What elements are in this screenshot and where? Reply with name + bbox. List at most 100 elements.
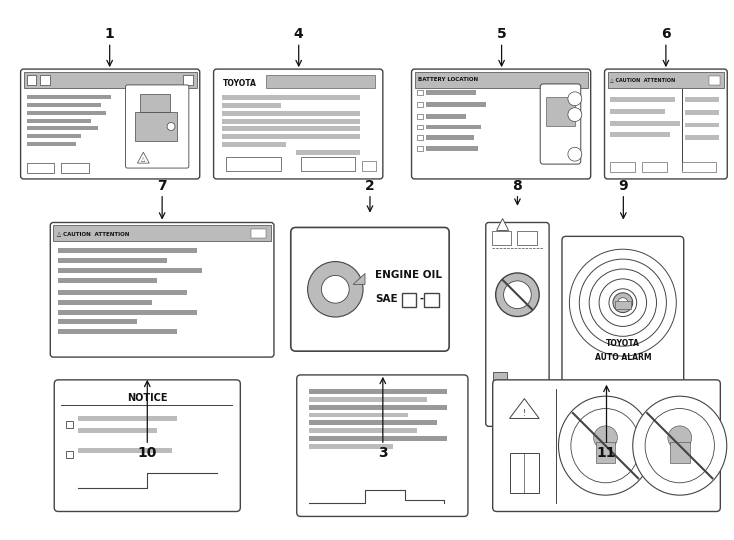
Bar: [418, 90, 424, 95]
Text: ENGINE OIL: ENGINE OIL: [375, 271, 442, 280]
FancyBboxPatch shape: [562, 237, 683, 393]
Text: SAE: SAE: [375, 294, 398, 304]
Bar: [26, 143, 76, 146]
Text: 4: 4: [294, 28, 304, 42]
Text: 6: 6: [661, 28, 671, 42]
Bar: [227, 157, 281, 171]
FancyBboxPatch shape: [21, 69, 200, 179]
Bar: [26, 126, 98, 131]
Bar: [685, 110, 719, 114]
Circle shape: [613, 293, 633, 313]
Bar: [710, 76, 720, 85]
Bar: [308, 404, 447, 409]
Bar: [308, 421, 437, 426]
Bar: [222, 119, 360, 124]
Bar: [685, 123, 719, 127]
Text: TOYOTA: TOYOTA: [222, 79, 256, 89]
Bar: [611, 132, 670, 137]
Bar: [54, 226, 271, 241]
Bar: [26, 111, 106, 114]
Bar: [615, 301, 631, 308]
FancyBboxPatch shape: [493, 380, 720, 511]
Bar: [266, 75, 375, 88]
Bar: [58, 320, 137, 325]
FancyBboxPatch shape: [486, 222, 549, 427]
Text: BATTERY LOCATION: BATTERY LOCATION: [418, 77, 479, 83]
Bar: [418, 136, 424, 140]
Text: 10: 10: [137, 446, 157, 460]
Bar: [670, 442, 690, 463]
Bar: [611, 97, 675, 102]
Bar: [611, 162, 635, 172]
Bar: [415, 72, 588, 88]
Ellipse shape: [633, 396, 727, 495]
Bar: [595, 442, 615, 463]
Bar: [426, 102, 486, 107]
Bar: [418, 113, 424, 119]
Circle shape: [504, 281, 531, 308]
FancyBboxPatch shape: [51, 222, 274, 357]
Bar: [26, 103, 101, 107]
Circle shape: [668, 426, 691, 450]
Text: 3: 3: [378, 446, 388, 460]
FancyBboxPatch shape: [214, 69, 383, 179]
Bar: [58, 248, 197, 253]
Text: 5: 5: [497, 28, 506, 42]
Bar: [426, 113, 466, 119]
Bar: [517, 232, 537, 245]
Bar: [58, 268, 202, 273]
Bar: [58, 290, 187, 295]
Bar: [418, 102, 424, 107]
Bar: [78, 416, 177, 421]
Polygon shape: [137, 152, 149, 163]
Text: 2: 2: [365, 179, 375, 193]
Bar: [140, 94, 170, 112]
Bar: [611, 120, 680, 125]
Bar: [682, 162, 716, 172]
Bar: [58, 300, 152, 305]
Circle shape: [568, 92, 582, 106]
Bar: [362, 161, 376, 171]
Text: △ CAUTION  ATTENTION: △ CAUTION ATTENTION: [57, 231, 130, 236]
Ellipse shape: [645, 409, 714, 483]
Circle shape: [167, 123, 175, 131]
Polygon shape: [353, 273, 365, 285]
Bar: [509, 453, 539, 492]
Bar: [222, 134, 360, 139]
Bar: [66, 451, 73, 458]
Bar: [685, 97, 719, 102]
Bar: [58, 258, 167, 263]
Bar: [424, 293, 439, 307]
Text: -: -: [419, 294, 424, 304]
Text: 11: 11: [597, 446, 617, 460]
Bar: [426, 136, 474, 140]
Text: !: !: [523, 409, 526, 418]
Bar: [682, 89, 683, 171]
Circle shape: [568, 147, 582, 161]
Text: AUTO ALARM: AUTO ALARM: [595, 353, 651, 362]
Bar: [135, 112, 177, 141]
Bar: [426, 90, 476, 95]
Bar: [78, 448, 172, 453]
Bar: [308, 436, 447, 441]
Bar: [58, 278, 157, 283]
Bar: [222, 111, 360, 116]
Circle shape: [594, 426, 617, 450]
Bar: [685, 136, 719, 140]
Bar: [251, 230, 266, 238]
Ellipse shape: [559, 396, 653, 495]
Bar: [611, 109, 665, 113]
Bar: [426, 146, 478, 151]
Bar: [222, 103, 281, 107]
Bar: [308, 397, 427, 402]
Bar: [26, 134, 81, 138]
Text: △: △: [141, 157, 145, 161]
Text: 8: 8: [512, 179, 523, 193]
Ellipse shape: [571, 409, 640, 483]
Bar: [642, 162, 667, 172]
Bar: [418, 125, 424, 130]
Bar: [58, 309, 197, 314]
Bar: [78, 428, 157, 433]
Text: 7: 7: [157, 179, 167, 193]
Bar: [493, 409, 538, 421]
